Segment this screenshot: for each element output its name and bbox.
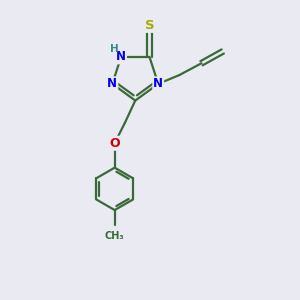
Text: O: O	[110, 137, 120, 150]
Text: S: S	[145, 19, 154, 32]
Text: H: H	[110, 44, 119, 55]
Text: CH₃: CH₃	[105, 231, 124, 241]
Text: N: N	[116, 50, 126, 63]
Text: N: N	[153, 77, 163, 90]
Text: N: N	[107, 77, 117, 90]
